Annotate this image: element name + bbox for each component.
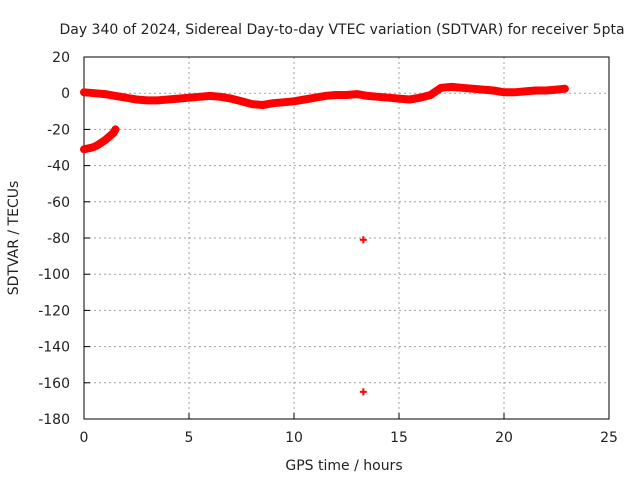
point-outliers-1 <box>359 388 367 396</box>
y-tick-labels: 20 0 -20 -40 -60 -80 -100 -120 -140 -160 -180 <box>38 50 70 428</box>
series-main-trace <box>80 82 569 109</box>
y-tick-label-0: 20 <box>52 50 70 66</box>
x-tick-label-3: 15 <box>390 430 408 446</box>
data-points <box>80 82 569 396</box>
x-tick-label-2: 10 <box>285 430 303 446</box>
y-tick-label-4: -60 <box>47 195 70 211</box>
x-tick-label-4: 20 <box>495 430 513 446</box>
x-tick-label-0: 0 <box>80 430 89 446</box>
series-early-arc <box>80 125 120 154</box>
plot-frame <box>83 56 610 420</box>
y-tick-label-5: -80 <box>47 231 70 247</box>
y-tick-label-3: -40 <box>47 159 70 175</box>
point-outliers-0 <box>359 236 367 244</box>
x-tick-label-1: 5 <box>185 430 194 446</box>
y-tick-label-8: -140 <box>38 340 70 356</box>
y-tick-label-10: -180 <box>38 412 70 428</box>
y-tick-label-1: 0 <box>61 86 70 102</box>
x-tick-labels: 0 5 10 15 20 25 <box>80 430 618 446</box>
y-axis-label: SDTVAR / TECUs <box>6 181 22 296</box>
y-tick-label-9: -160 <box>38 376 70 392</box>
y-tick-label-7: -120 <box>38 303 70 319</box>
chart-title: Day 340 of 2024, Sidereal Day-to-day VTE… <box>59 22 624 38</box>
y-tick-label-2: -20 <box>47 122 70 138</box>
y-tick-label-6: -100 <box>38 267 70 283</box>
trace-early-arc <box>80 125 120 154</box>
series-outliers <box>359 236 367 396</box>
trace-main-trace <box>80 82 569 109</box>
x-tick-label-5: 25 <box>600 430 618 446</box>
x-axis-label: GPS time / hours <box>285 458 402 474</box>
